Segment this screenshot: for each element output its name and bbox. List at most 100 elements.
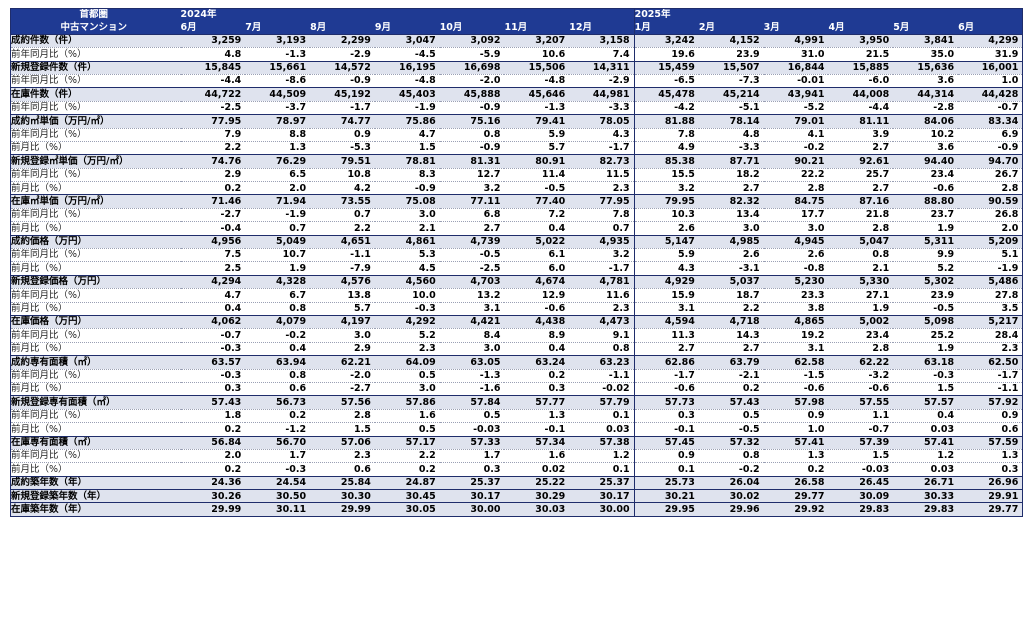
value-cell: -0.2 — [245, 328, 311, 343]
value-cell: 23.7 — [893, 207, 959, 222]
value-cell: 0.02 — [504, 462, 570, 477]
value-cell: -7.9 — [310, 261, 375, 276]
value-cell: 4,197 — [310, 314, 375, 329]
value-cell: 2.9 — [310, 341, 375, 357]
value-cell: 78.14 — [698, 114, 764, 129]
value-cell: 25.2 — [893, 328, 959, 343]
value-cell: 85.38 — [633, 154, 699, 169]
value-cell: 30.00 — [569, 502, 635, 517]
value-cell: -5.9 — [439, 47, 505, 62]
value-cell: 3.5 — [958, 301, 1023, 316]
value-cell: 23.4 — [893, 167, 959, 182]
row-label: 前年同月比（%） — [10, 100, 181, 116]
value-cell: 26.71 — [893, 475, 959, 490]
value-cell: 5.2 — [893, 261, 959, 276]
value-cell: 5.9 — [633, 248, 699, 262]
value-cell: 16,001 — [958, 60, 1023, 75]
value-cell: 4,956 — [180, 234, 246, 249]
value-cell: 4,079 — [245, 314, 311, 329]
value-cell: 6.9 — [958, 127, 1023, 142]
value-cell: 57.38 — [569, 435, 635, 450]
value-cell: -0.6 — [763, 381, 829, 397]
value-cell: 0.2 — [374, 462, 440, 477]
value-cell: -3.2 — [828, 368, 894, 383]
value-cell: 7.8 — [569, 207, 635, 222]
value-cell: 5.3 — [374, 248, 440, 262]
value-cell: 84.06 — [893, 114, 959, 129]
value-cell: 8.9 — [504, 328, 570, 343]
value-cell: 74.77 — [310, 114, 375, 129]
value-cell: 3.9 — [828, 127, 894, 142]
value-cell: -1.9 — [374, 100, 440, 116]
value-cell: 3,841 — [893, 33, 959, 48]
value-cell: 3.6 — [893, 73, 959, 89]
metric-row: 成約専有面積（㎡） 63.57 63.94 62.21 64.09 63.05 63.24 6… — [10, 355, 1023, 370]
value-cell: -2.7 — [180, 207, 246, 222]
value-cell: 1.3 — [763, 448, 829, 463]
value-cell: 13.4 — [698, 207, 764, 222]
value-cell: 0.9 — [763, 408, 829, 423]
metric-row: 成約㎡単価（万円/㎡） 77.95 78.97 74.77 75.86 75.16 79.4… — [10, 114, 1023, 129]
value-cell: 2.0 — [958, 221, 1023, 236]
ratio-row: 前年同月比（%） 2.0 1.7 2.3 2.2 1.7 1.6 1.2 0.9 0.8 1.3 1.… — [10, 448, 1023, 463]
row-label: 前年同月比（%） — [10, 207, 181, 222]
value-cell: -0.9 — [958, 140, 1023, 156]
value-cell: 57.98 — [763, 395, 829, 410]
value-cell: 2.8 — [763, 181, 829, 196]
row-label: 在庫築年数（年） — [10, 502, 181, 517]
value-cell: 29.77 — [763, 489, 829, 503]
value-cell: 30.33 — [893, 489, 959, 503]
value-cell: 57.45 — [633, 435, 699, 450]
value-cell: 7.2 — [504, 207, 570, 222]
value-cell: 57.86 — [374, 395, 440, 410]
value-cell: 0.4 — [245, 341, 311, 357]
value-cell: 9.9 — [893, 248, 959, 262]
value-cell: -1.9 — [245, 207, 311, 222]
value-cell: 3,158 — [569, 33, 635, 48]
value-cell: 63.18 — [893, 355, 959, 370]
value-cell: 24.87 — [374, 475, 440, 490]
value-cell: -8.6 — [245, 73, 311, 89]
value-cell: 3,193 — [245, 33, 311, 48]
value-cell: 0.6 — [310, 462, 375, 477]
value-cell: 1.6 — [374, 408, 440, 423]
month-header: 6月 — [180, 21, 246, 35]
value-cell: 3.1 — [439, 301, 505, 316]
row-label: 在庫価格（万円） — [10, 314, 181, 329]
ratio-row: 前年同月比（%） 4.8 -1.3 -2.9 -4.5 -5.9 10.6 7.4 19.6 23… — [10, 47, 1023, 62]
value-cell: -5.2 — [763, 100, 829, 116]
value-cell: 57.57 — [893, 395, 959, 410]
value-cell: 11.5 — [569, 167, 635, 182]
row-label: 新規登録㎡単価（万円/㎡） — [10, 154, 181, 169]
value-cell: -0.9 — [439, 100, 505, 116]
value-cell: -5.1 — [698, 100, 764, 116]
value-cell: 1.5 — [374, 140, 440, 156]
value-cell: 2.3 — [310, 448, 375, 463]
value-cell: 81.11 — [828, 114, 894, 129]
value-cell: 44,314 — [893, 87, 959, 102]
value-cell: 62.22 — [828, 355, 894, 370]
ratio-row: 前月比（%） 2.2 1.3 -5.3 1.5 -0.9 5.7 -1.7 4.9 -3.3 -0.… — [10, 140, 1023, 156]
metric-row: 在庫件数（件） 44,722 44,509 45,192 45,403 45,888 45,… — [10, 87, 1023, 102]
value-cell: -4.2 — [633, 100, 699, 116]
value-cell: -2.5 — [439, 261, 505, 276]
value-cell: -1.1 — [310, 248, 375, 262]
value-cell: -5.3 — [310, 140, 375, 156]
value-cell: -1.3 — [439, 368, 505, 383]
month-header: 12月 — [569, 21, 635, 35]
metric-row: 成約価格（万円） 4,956 5,049 4,651 4,861 4,739 5,022 4,… — [10, 234, 1023, 249]
value-cell: 0.8 — [245, 301, 311, 316]
metric-row: 新規登録築年数（年） 30.26 30.50 30.30 30.45 30.17 30.29… — [10, 489, 1023, 503]
value-cell: -1.3 — [245, 47, 311, 62]
value-cell: 1.6 — [504, 448, 570, 463]
value-cell: 26.96 — [958, 475, 1023, 490]
value-cell: 4.8 — [180, 47, 246, 62]
value-cell: 4,929 — [633, 274, 699, 289]
value-cell: 4,328 — [245, 274, 311, 289]
value-cell: 57.59 — [958, 435, 1023, 450]
value-cell: 7.4 — [569, 47, 635, 62]
value-cell: 3.2 — [439, 181, 505, 196]
value-cell: 30.50 — [245, 489, 311, 503]
value-cell: 0.2 — [180, 462, 246, 477]
value-cell: 4,560 — [374, 274, 440, 289]
